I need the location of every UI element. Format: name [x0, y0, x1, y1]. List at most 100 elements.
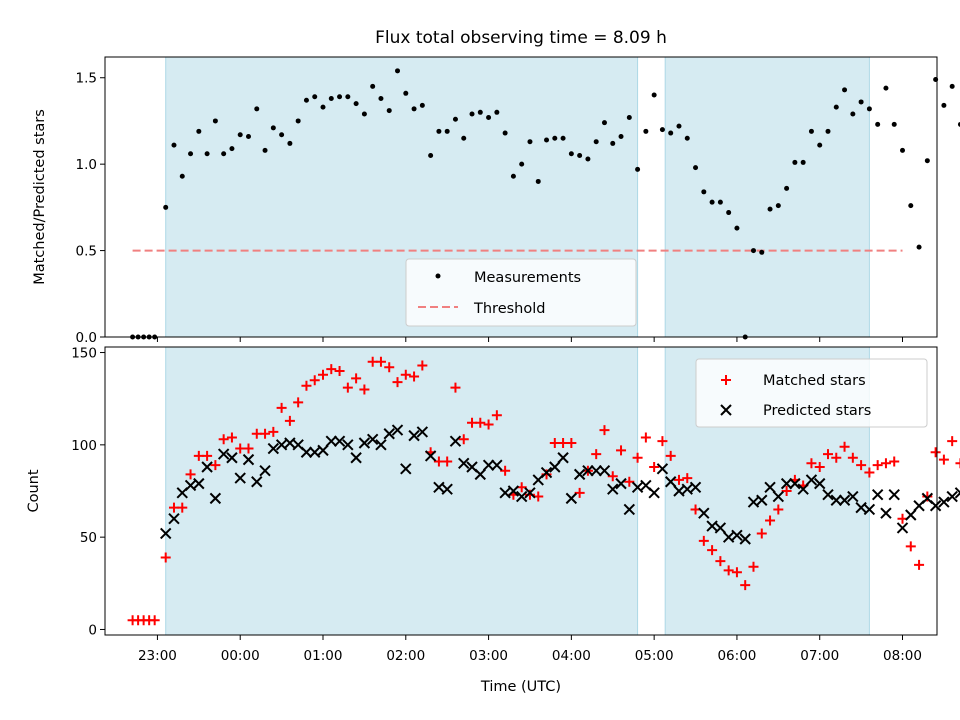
measurement-point — [842, 87, 848, 93]
predicted-star-point — [366, 433, 379, 446]
measurement-point — [668, 130, 674, 136]
measurement-point — [279, 132, 285, 138]
measurement-point — [502, 130, 508, 136]
matched-star-point — [243, 443, 254, 454]
bottom-y-ticks: 0 50 100 150 — [71, 346, 105, 638]
matched-star-point — [856, 460, 867, 471]
matched-star-point — [226, 432, 237, 443]
matched-star-point — [309, 375, 320, 386]
observing-window — [165, 346, 639, 636]
predicted-star-point — [557, 452, 569, 464]
predicted-star-point — [226, 452, 238, 464]
matched-star-point — [740, 580, 751, 591]
x-tick-label: 08:00 — [883, 648, 922, 664]
matched-star-point — [185, 469, 196, 480]
measurement-point — [262, 147, 268, 153]
measurement-point — [866, 106, 872, 112]
bottom-axes-frame — [104, 346, 938, 636]
legend-marker-measurements — [435, 273, 441, 279]
legend-marker-matched — [721, 375, 731, 385]
measurement-point — [477, 109, 483, 115]
predicted-star-point — [499, 487, 511, 499]
legend-label-matched: Matched stars — [763, 373, 866, 389]
x-tick-label: 00:00 — [221, 648, 260, 664]
y-tick-label: 1.5 — [76, 71, 97, 87]
predicted-star-point — [814, 477, 826, 490]
top-legend: Measurements Threshold — [405, 258, 637, 327]
measurement-point — [717, 199, 723, 205]
y-tick-label: 150 — [71, 346, 97, 362]
matched-stars-points — [127, 356, 960, 626]
measurement-point — [808, 128, 814, 134]
measurement-point — [328, 95, 334, 101]
matched-star-point — [781, 486, 792, 496]
predicted-star-point — [838, 494, 851, 506]
matched-star-point — [500, 465, 511, 476]
y-tick-label: 0.5 — [76, 244, 97, 260]
measurement-point — [693, 165, 699, 171]
predicted-star-point — [259, 464, 271, 477]
matched-star-point — [922, 491, 933, 502]
bottom-x-ticks: 23:00 00:00 01:00 02:00 03:00 04:00 05:00 06:00… — [138, 635, 922, 664]
measurement-point — [353, 101, 359, 107]
matched-star-point — [847, 452, 858, 463]
measurement-point — [378, 95, 384, 101]
measurement-point — [171, 142, 177, 148]
predicted-star-point — [234, 472, 246, 484]
predicted-star-point — [284, 437, 296, 449]
measurement-point — [734, 225, 740, 231]
matched-star-point — [599, 425, 610, 436]
predicted-star-point — [524, 487, 536, 499]
matched-star-point — [483, 419, 494, 430]
top-chart-title: Flux total observing time = 8.09 h — [375, 28, 667, 48]
predicted-star-point — [756, 494, 768, 506]
predicted-star-point — [863, 503, 876, 516]
measurement-point — [452, 116, 458, 122]
predicted-star-point — [598, 464, 611, 477]
x-tick-label: 02:00 — [386, 648, 425, 664]
matched-star-point — [930, 447, 941, 458]
predicted-star-point — [251, 476, 263, 488]
measurement-point — [411, 106, 417, 112]
predicted-star-point — [631, 481, 644, 494]
measurement-point — [775, 203, 781, 209]
measurement-point — [254, 106, 260, 112]
predicted-star-point — [880, 507, 892, 519]
predicted-star-point — [739, 533, 751, 545]
measurement-point — [221, 151, 227, 157]
predicted-star-point — [871, 488, 884, 501]
predicted-star-point — [549, 461, 561, 473]
predicted-star-point — [391, 424, 404, 436]
measurement-point — [527, 139, 533, 145]
measurement-point — [188, 151, 194, 157]
matched-star-point — [293, 397, 304, 408]
predicted-star-point — [383, 428, 395, 440]
matched-star-point — [665, 450, 676, 461]
matched-star-point — [640, 432, 651, 443]
y-tick-label: 0.0 — [76, 330, 97, 346]
measurement-point — [635, 166, 641, 172]
top-axes-frame — [104, 56, 938, 338]
matched-star-point — [375, 356, 386, 367]
matched-star-point — [806, 458, 817, 469]
measurement-point — [444, 128, 450, 134]
predicted-star-point — [317, 444, 329, 457]
x-axis-label: Time (UTC) — [480, 679, 561, 695]
measurement-point — [179, 173, 185, 179]
legend-marker-predicted — [720, 404, 732, 416]
measurement-point — [237, 132, 243, 138]
x-tick-label: 01:00 — [304, 648, 343, 664]
predicted-star-point — [433, 481, 445, 494]
measurement-point — [312, 94, 318, 100]
matched-star-point — [218, 434, 229, 445]
measurement-point — [610, 140, 616, 146]
predicted-star-point — [491, 459, 503, 471]
y-tick-label: 0 — [88, 622, 97, 638]
predicted-star-point — [201, 461, 213, 473]
matched-star-point — [831, 452, 842, 463]
measurement-point — [651, 92, 657, 98]
predicted-star-point — [946, 490, 958, 503]
legend-label-measurements: Measurements — [474, 270, 581, 286]
predicted-star-point — [706, 520, 718, 532]
measurement-point — [684, 135, 690, 141]
